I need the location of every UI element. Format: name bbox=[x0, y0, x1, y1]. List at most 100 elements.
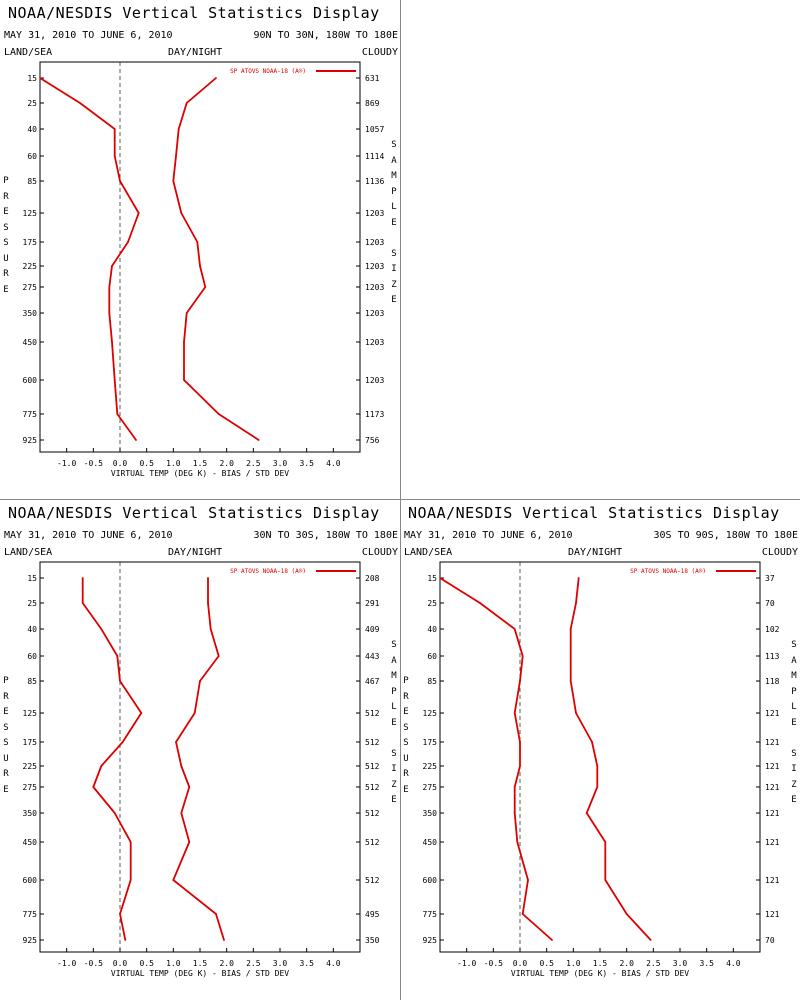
x-tick-label: 2.5 bbox=[246, 459, 261, 468]
right-axis-label: S A M P L E S I Z E bbox=[791, 640, 797, 805]
x-tick-label: 2.0 bbox=[619, 959, 634, 968]
x-tick-label: 1.0 bbox=[566, 959, 581, 968]
pressure-label: 775 bbox=[423, 910, 438, 919]
sample-size-label: 512 bbox=[365, 783, 380, 792]
sample-size-label: 443 bbox=[365, 652, 380, 661]
data-point-bias bbox=[527, 879, 529, 881]
data-point-bias bbox=[140, 712, 143, 714]
data-point-bias bbox=[513, 628, 516, 630]
x-tick-label: -0.5 bbox=[84, 959, 103, 968]
sample-size-label: 121 bbox=[765, 783, 780, 792]
pressure-label: 60 bbox=[27, 152, 37, 161]
x-tick-label: 4.0 bbox=[326, 459, 341, 468]
series-line-std-dev bbox=[172, 77, 260, 441]
sample-size-label: 118 bbox=[765, 677, 780, 686]
x-tick-label: 1.0 bbox=[166, 459, 181, 468]
chart-panel-90n-30n: NOAA/NESDIS Vertical Statistics Display M… bbox=[0, 0, 400, 500]
x-tick-label: 1.5 bbox=[193, 459, 208, 468]
data-point-bias bbox=[516, 841, 519, 843]
data-point-std-dev bbox=[183, 341, 185, 343]
pressure-label: 600 bbox=[423, 876, 438, 885]
pressure-label: 275 bbox=[23, 783, 38, 792]
panel-divider-vertical bbox=[400, 0, 401, 1000]
sample-size-label: 1173 bbox=[365, 410, 384, 419]
x-tick-label: 2.5 bbox=[646, 959, 661, 968]
date-range: MAY 31, 2010 TO JUNE 6, 2010 bbox=[4, 30, 173, 41]
sample-size-label: 512 bbox=[365, 876, 380, 885]
sample-size-label: 1203 bbox=[365, 262, 384, 271]
data-point-bias bbox=[137, 212, 140, 214]
data-point-bias bbox=[113, 812, 116, 814]
sample-size-label: 37 bbox=[765, 574, 775, 583]
series-line-bias bbox=[81, 578, 143, 941]
x-tick-label: 3.0 bbox=[273, 459, 288, 468]
pressure-label: 15 bbox=[27, 74, 37, 83]
legend-label: SP ATOVS NOAA-18 (A®) bbox=[230, 568, 306, 575]
pressure-label: 775 bbox=[23, 910, 38, 919]
sample-size-label: 756 bbox=[365, 436, 380, 445]
x-tick-label: 0.5 bbox=[139, 959, 154, 968]
data-point-std-dev bbox=[649, 939, 652, 941]
sample-size-label: 121 bbox=[765, 762, 780, 771]
data-point-bias bbox=[113, 128, 116, 130]
data-point-std-dev bbox=[591, 741, 593, 743]
plot-frame bbox=[39, 61, 361, 453]
pressure-label: 225 bbox=[23, 762, 38, 771]
sample-size-label: 512 bbox=[365, 838, 380, 847]
data-point-std-dev bbox=[596, 786, 599, 788]
x-tick-label: -1.0 bbox=[57, 959, 76, 968]
sample-size-label: 121 bbox=[765, 876, 780, 885]
data-point-bias bbox=[129, 879, 132, 881]
sample-size-label: 121 bbox=[765, 809, 780, 818]
date-range: MAY 31, 2010 TO JUNE 6, 2010 bbox=[404, 530, 573, 541]
pressure-label: 40 bbox=[27, 125, 37, 134]
data-point-bias bbox=[127, 241, 129, 243]
x-tick-label: -1.0 bbox=[57, 459, 76, 468]
data-point-bias bbox=[108, 286, 111, 288]
region-label: 90N TO 30N, 180W TO 180E bbox=[253, 30, 399, 41]
data-point-std-dev bbox=[604, 879, 607, 881]
data-point-std-dev bbox=[217, 655, 220, 657]
sample-size-label: 113 bbox=[765, 652, 780, 661]
data-point-bias bbox=[129, 841, 132, 843]
right-axis-label: S A M P L E S I Z E bbox=[391, 140, 397, 305]
pressure-label: 350 bbox=[423, 809, 438, 818]
sample-size-label: 102 bbox=[765, 625, 780, 634]
pressure-label: 350 bbox=[23, 309, 38, 318]
pressure-label: 40 bbox=[27, 625, 37, 634]
data-point-bias bbox=[113, 379, 116, 381]
data-point-std-dev bbox=[223, 939, 225, 941]
data-point-bias bbox=[119, 913, 121, 915]
pressure-label: 350 bbox=[23, 809, 38, 818]
x-tick-label: 4.0 bbox=[326, 959, 341, 968]
sample-size-label: 1114 bbox=[365, 152, 384, 161]
sample-size-label: 70 bbox=[765, 936, 775, 945]
legend-label: SP ATOVS NOAA-18 (A®) bbox=[230, 68, 306, 75]
chart-title: NOAA/NESDIS Vertical Statistics Display bbox=[408, 504, 780, 522]
pressure-label: 275 bbox=[23, 283, 38, 292]
region-label: 30S TO 90S, 180W TO 180E bbox=[653, 530, 799, 541]
pressure-label: 60 bbox=[27, 652, 37, 661]
data-point-bias bbox=[116, 413, 119, 415]
sample-size-label: 1203 bbox=[365, 238, 384, 247]
data-point-std-dev bbox=[193, 712, 196, 714]
data-point-std-dev bbox=[196, 241, 199, 243]
plot-area: -1.0 -0.5 0.0 0.5 1.0 1.5 2.0 2.5 3.0 3.5 4.0 VIRTU… bbox=[423, 561, 780, 978]
data-point-std-dev bbox=[596, 765, 599, 767]
data-point-std-dev bbox=[604, 841, 607, 843]
sample-size-label: 467 bbox=[365, 677, 380, 686]
pressure-label: 600 bbox=[23, 376, 38, 385]
data-point-bias bbox=[119, 180, 121, 182]
pressure-label: 600 bbox=[23, 876, 38, 885]
data-point-bias bbox=[519, 741, 521, 743]
sample-size-label: 291 bbox=[365, 599, 380, 608]
data-point-std-dev bbox=[625, 913, 628, 915]
sample-size-label: 1136 bbox=[365, 177, 384, 186]
x-tick-label: -1.0 bbox=[457, 959, 476, 968]
data-point-std-dev bbox=[172, 879, 175, 881]
data-point-std-dev bbox=[204, 286, 207, 288]
sample-size-label: 1203 bbox=[365, 309, 384, 318]
pressure-label: 125 bbox=[423, 709, 438, 718]
series-line-bias bbox=[39, 77, 140, 441]
pressure-label: 25 bbox=[27, 599, 37, 608]
